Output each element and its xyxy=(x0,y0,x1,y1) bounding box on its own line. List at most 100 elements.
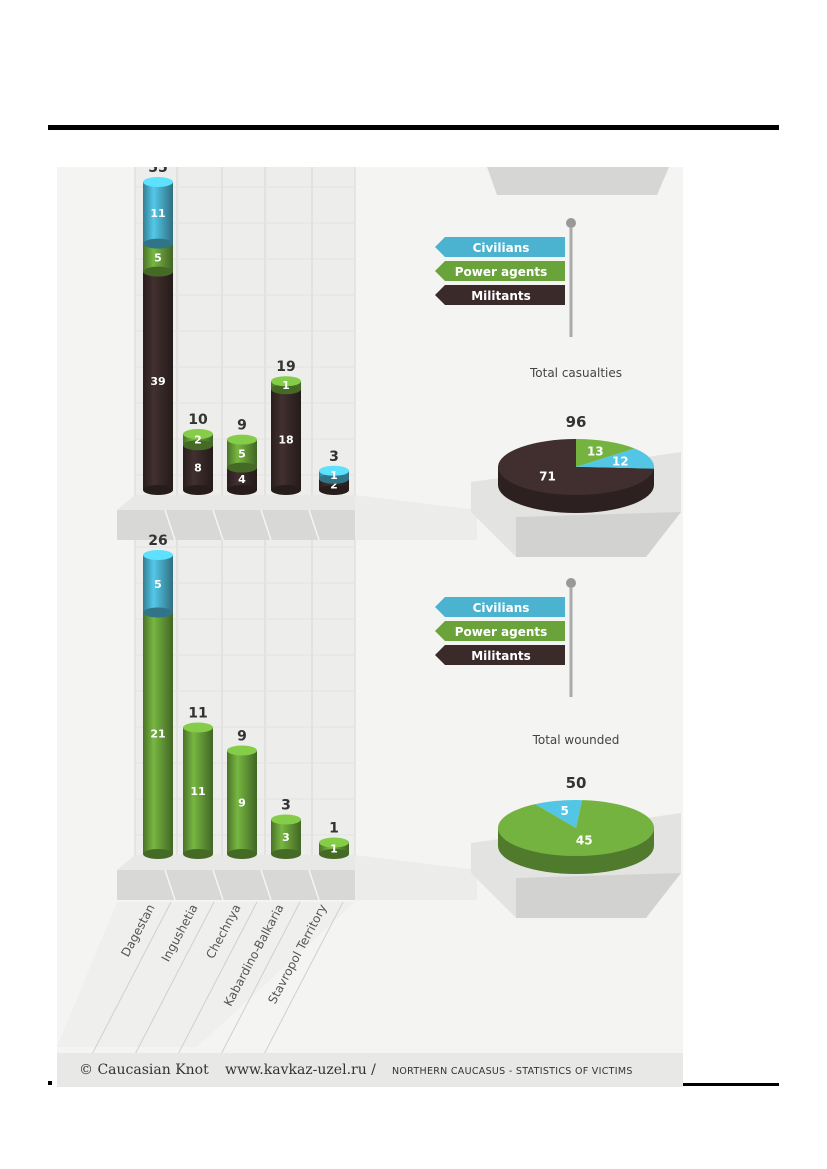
casualties-slice-label: 13 xyxy=(587,445,604,459)
casualties-total-label: 55 xyxy=(148,167,167,176)
wounded-total-label: 3 xyxy=(281,798,291,814)
wounded-platform-bridge xyxy=(355,855,477,900)
casualties-bar-cap xyxy=(227,434,257,445)
credit-bar: © Caucasian Knot www.kavkaz-uzel.ru / NO… xyxy=(57,1053,683,1087)
wounded-bar-segment xyxy=(319,842,349,854)
casualties-bar-base xyxy=(319,473,349,484)
wounded-legend-pin xyxy=(566,578,576,588)
top-shelf xyxy=(487,167,669,195)
wounded-bar-cap xyxy=(183,722,213,733)
casualties-segment-label: 5 xyxy=(238,448,246,461)
casualties-bar-base xyxy=(271,485,301,495)
wounded-bar-segment xyxy=(183,727,213,854)
wounded-platform-top xyxy=(117,855,355,870)
casualties-bar-segment xyxy=(183,445,213,490)
casualties-bar-base xyxy=(183,440,213,451)
wounded-bar-base xyxy=(143,607,173,618)
wounded-bar-cap xyxy=(143,550,173,560)
wounded-total-label: 9 xyxy=(237,729,247,745)
wounded-total-label: 26 xyxy=(148,533,167,549)
wounded-pedestal-front xyxy=(516,873,681,918)
casualties-slice xyxy=(576,448,654,469)
wounded-legend-flag xyxy=(435,645,565,665)
casualties-platform-divider xyxy=(260,509,272,541)
casualties-platform-top xyxy=(117,495,355,510)
wounded-segment-label: 5 xyxy=(154,578,162,591)
topic-text: NORTHERN CAUCASUS - STATISTICS OF VICTIM… xyxy=(392,1066,633,1077)
wounded-bar-segment xyxy=(227,750,257,854)
casualties-segment-label: 39 xyxy=(150,375,165,388)
casualties-bar-base xyxy=(143,485,173,495)
wounded-slice xyxy=(535,800,583,828)
casualties-platform-front xyxy=(117,510,355,540)
casualties-segment-label: 1 xyxy=(282,379,290,392)
casualties-segment-label: 8 xyxy=(194,462,202,475)
wounded-total: 50 xyxy=(566,774,587,792)
wounded-platform-divider xyxy=(308,869,320,901)
wounded-platform-divider xyxy=(212,869,224,901)
wounded-platform-divider xyxy=(260,869,272,901)
casualties-legend-flag-label: Civilians xyxy=(473,241,530,255)
casualties-legend-flag-label: Power agents xyxy=(455,265,548,279)
wounded-legend-flag-label: Civilians xyxy=(473,601,530,615)
casualties-bar-base xyxy=(319,485,349,495)
casualties-bar-segment xyxy=(227,467,257,490)
casualties-legend-flag xyxy=(435,285,565,305)
infographic-panel: Dagestan Ingushetia Chechnya Kabardino-Balk… xyxy=(57,167,683,1087)
casualties-platform-bridge xyxy=(355,495,477,540)
casualties-segment-label: 11 xyxy=(150,207,165,220)
casualties-bar-cap xyxy=(271,376,301,387)
wounded-legend-flag xyxy=(435,597,565,617)
casualties-legend: Civilians Power agents Militants xyxy=(435,218,576,337)
wounded-legend-flag-label: Power agents xyxy=(455,625,548,639)
casualties-bar-base xyxy=(143,238,173,249)
wounded-bar-base xyxy=(227,849,257,859)
casualties-legend-flag xyxy=(435,237,565,257)
casualties-bar-base xyxy=(271,384,301,395)
casualties-bar-base xyxy=(227,462,257,473)
top-rule xyxy=(48,125,779,130)
casualties-segment-label: 1 xyxy=(330,469,338,482)
source-url[interactable]: www.kavkaz-uzel.ru / xyxy=(225,1062,376,1078)
casualties-segment-label: 4 xyxy=(238,473,246,486)
casualties-total: 96 xyxy=(566,413,587,431)
casualties-bar-base xyxy=(143,266,173,277)
casualties-bar-segment xyxy=(143,271,173,490)
wounded-slice xyxy=(498,800,655,856)
casualties-pedestal-front xyxy=(516,512,681,557)
wounded-bar-segment xyxy=(143,612,173,854)
wounded-bar-base xyxy=(271,849,301,859)
wounded-segment-label: 21 xyxy=(150,727,165,740)
wounded-total-label: 11 xyxy=(188,706,207,722)
casualties-slice-label: 12 xyxy=(612,455,629,469)
casualties-bar-segment xyxy=(319,478,349,490)
casualties-bar-segment xyxy=(183,434,213,446)
casualties-platform-divider xyxy=(212,509,224,541)
casualties-legend-flag-label: Militants xyxy=(471,289,531,303)
wounded-bar-segment xyxy=(271,819,301,854)
casualties-slice xyxy=(576,439,635,467)
wounded-bar-segment xyxy=(143,555,173,613)
wounded-title: Total wounded xyxy=(532,733,620,747)
infographic-svg: Dagestan Ingushetia ChechnyaKabardino-Balk… xyxy=(57,167,681,1087)
wounded-bar-base xyxy=(319,849,349,859)
casualties-segment-label: 18 xyxy=(278,434,293,447)
casualties-bar-cap xyxy=(143,177,173,187)
casualties-bar-segment xyxy=(271,389,301,490)
bottom-rule xyxy=(683,1083,779,1086)
wounded-bar-cap xyxy=(227,745,257,756)
copyright-text: © Caucasian Knot xyxy=(79,1062,209,1078)
casualties-slice-label: 71 xyxy=(539,470,556,484)
wounded-segment-label: 3 xyxy=(282,831,290,844)
wounded-platform-front xyxy=(117,870,355,900)
casualties-platform-divider xyxy=(164,509,176,541)
casualties-slice xyxy=(497,439,654,496)
wounded-segment-label: 1 xyxy=(330,842,338,855)
wounded-segment-label: 9 xyxy=(238,796,246,809)
casualties-bar-cap xyxy=(319,465,349,476)
wounded-legend: Civilians Power agents Militants xyxy=(435,578,576,697)
wounded-total-label: 1 xyxy=(329,821,339,837)
casualties-legend-flag xyxy=(435,261,565,281)
wounded-segment-label: 11 xyxy=(190,785,205,798)
wounded-bar-base xyxy=(183,849,213,859)
